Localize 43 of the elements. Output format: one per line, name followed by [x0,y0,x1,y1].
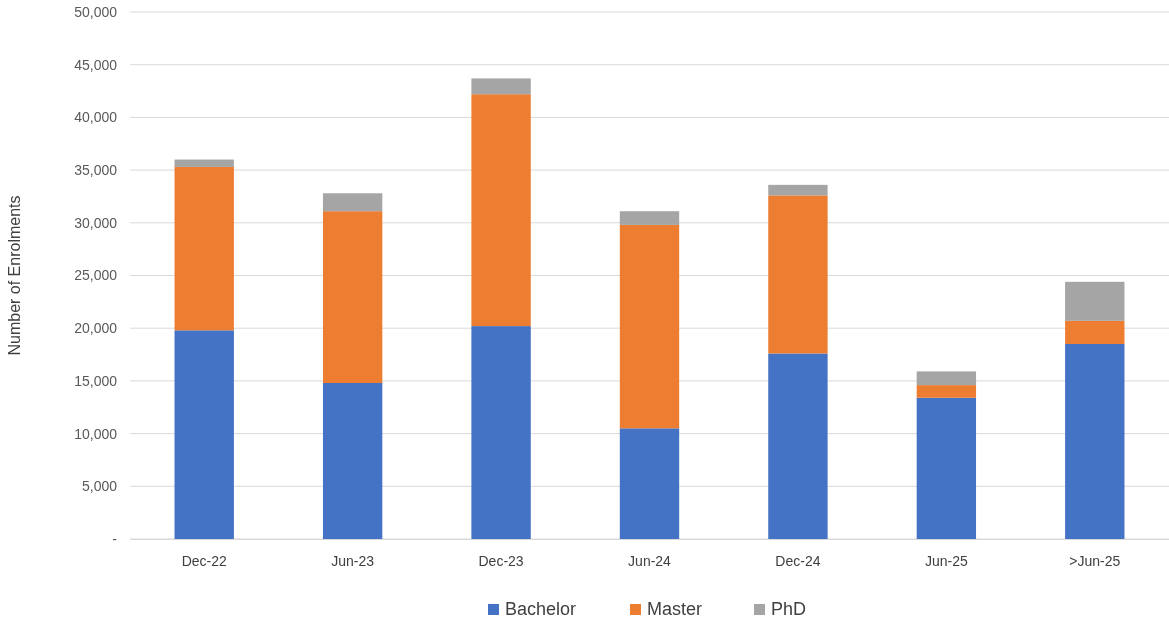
y-axis-title: Number of Enrolments [6,195,23,356]
bar [619,224,680,429]
x-tick-label: Dec-23 [478,552,524,569]
y-tick-label: 30,000 [74,214,118,231]
bar [916,385,977,398]
bar [619,211,680,225]
bar [471,326,531,539]
legend-label: Master [647,599,703,619]
y-tick-label: 5,000 [81,478,118,495]
bar [174,159,234,167]
bar [322,193,383,212]
x-tick-label: Jun-25 [924,552,968,569]
bar [768,353,828,539]
bar [471,94,531,327]
y-tick-label: - [112,530,118,547]
legend-label: PhD [771,599,807,619]
bar [619,428,680,539]
bar [174,330,234,539]
y-tick-label: 10,000 [74,425,118,442]
bar [322,211,383,384]
bar [471,78,531,95]
bar [916,371,977,386]
y-tick-label: 35,000 [74,162,118,179]
bar [768,195,828,354]
y-tick-label: 25,000 [74,267,118,284]
bar [1065,320,1125,345]
bar [174,166,234,331]
y-tick-label: 15,000 [74,372,118,389]
bar [1065,281,1125,321]
legend-label: Bachelor [505,599,577,619]
x-tick-label: Dec-22 [181,552,227,569]
x-tick-label: >Jun-25 [1069,552,1121,569]
y-tick-label: 50,000 [74,3,118,20]
bar [916,397,977,539]
x-tick-label: Dec-24 [775,552,821,569]
x-tick-label: Jun-24 [628,552,672,569]
x-tick-label: Jun-23 [331,552,375,569]
y-tick-label: 40,000 [74,109,118,126]
bar [768,184,828,196]
bar [322,383,383,539]
y-tick-label: 20,000 [74,320,118,337]
y-tick-label: 45,000 [74,56,118,73]
bar [1065,344,1125,539]
